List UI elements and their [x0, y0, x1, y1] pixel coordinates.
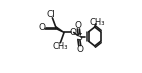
Text: S: S [76, 33, 82, 42]
Text: O: O [69, 28, 76, 37]
Text: Cl: Cl [46, 10, 55, 19]
Text: CH₃: CH₃ [52, 42, 68, 51]
Polygon shape [56, 27, 64, 32]
Text: O: O [74, 21, 81, 30]
Text: O: O [39, 23, 46, 32]
Text: CH₃: CH₃ [89, 18, 105, 27]
Text: O: O [77, 45, 84, 54]
